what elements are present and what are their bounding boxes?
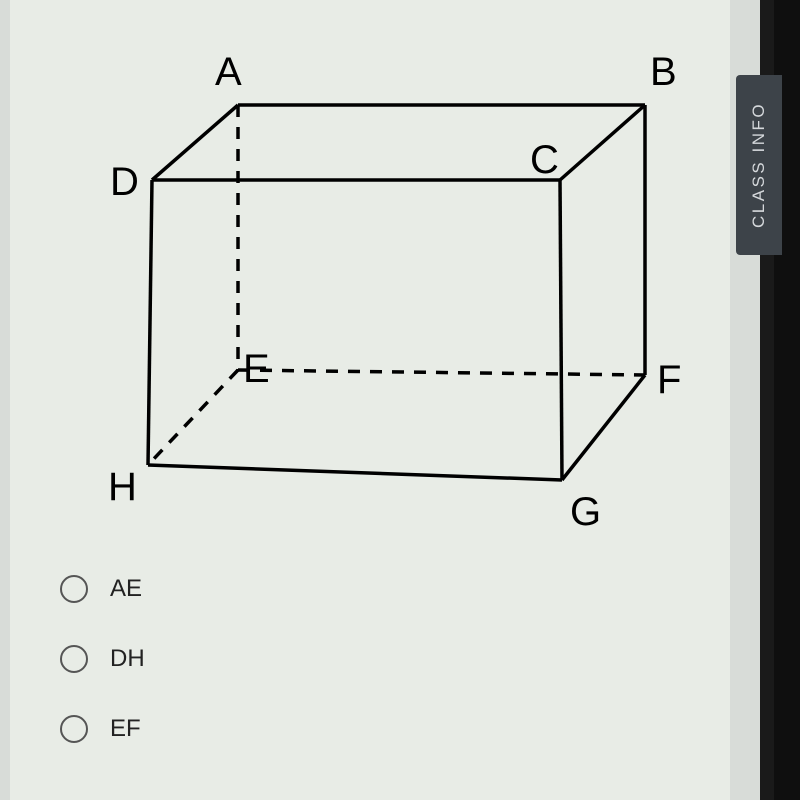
edge-BC: [560, 105, 645, 180]
option-label: DH: [110, 645, 145, 673]
option-label: EF: [110, 715, 141, 743]
class-info-tab[interactable]: CLASS INFO: [736, 75, 782, 255]
vertex-label-A: A: [215, 50, 242, 94]
vertex-label-D: D: [110, 160, 139, 204]
vertex-label-F: F: [657, 358, 681, 402]
vertex-label-B: B: [650, 50, 677, 94]
answer-options: AE DH EF: [60, 575, 145, 785]
vertex-labels: A B C D E F G H: [108, 50, 681, 534]
class-info-label: CLASS INFO: [749, 102, 769, 228]
option-ef[interactable]: EF: [60, 715, 145, 743]
edge-GC: [560, 180, 562, 480]
radio-icon[interactable]: [60, 575, 88, 603]
vertex-label-E: E: [243, 347, 270, 391]
cuboid-svg: A B C D E F G H: [60, 30, 700, 560]
edge-HG: [148, 465, 562, 480]
option-label: AE: [110, 575, 142, 603]
cuboid-diagram: A B C D E F G H: [60, 30, 700, 560]
option-ae[interactable]: AE: [60, 575, 145, 603]
solid-edges: [148, 105, 645, 480]
edge-EH: [148, 370, 238, 465]
dashed-edges: [148, 105, 645, 465]
vertex-label-H: H: [108, 465, 137, 509]
edge-DA: [152, 105, 238, 180]
radio-icon[interactable]: [60, 645, 88, 673]
vertex-label-G: G: [570, 490, 601, 534]
edge-FG: [562, 375, 645, 480]
radio-icon[interactable]: [60, 715, 88, 743]
option-dh[interactable]: DH: [60, 645, 145, 673]
edge-EF: [238, 370, 645, 375]
vertex-label-C: C: [530, 138, 559, 182]
edge-DH: [148, 180, 152, 465]
